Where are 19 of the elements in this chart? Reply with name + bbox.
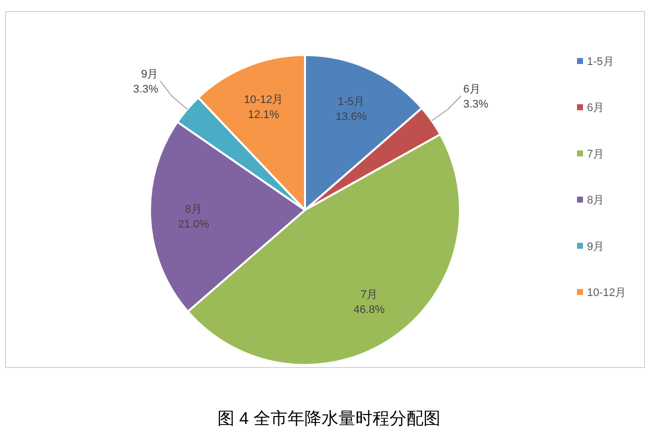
legend-label: 1-5月 [587, 56, 614, 68]
slice-label: 9月 [141, 68, 158, 81]
data-label: 12.1% [248, 108, 280, 121]
data-label: 21.0% [178, 218, 210, 231]
slice-label: 6月 [463, 83, 480, 96]
slice-label: 7月 [360, 288, 378, 301]
data-label: 46.8% [354, 304, 385, 316]
text: 图 4 全市年降水量时程分配图 [218, 409, 440, 428]
legend-label: 7月 [587, 148, 604, 160]
slice-label: 1-5月 [338, 96, 365, 108]
legend-label: 10-12月 [587, 287, 626, 299]
data-label: 13.6% [336, 110, 368, 123]
data-label: 3.3% [463, 98, 489, 110]
legend-label: 8月 [587, 194, 604, 207]
slice-label: 8月 [185, 204, 202, 216]
legend-label: 9月 [587, 240, 604, 253]
data-label: 3.3% [133, 84, 158, 96]
slice-label: 10-12月 [244, 94, 284, 106]
legend-label: 6月 [587, 102, 604, 114]
